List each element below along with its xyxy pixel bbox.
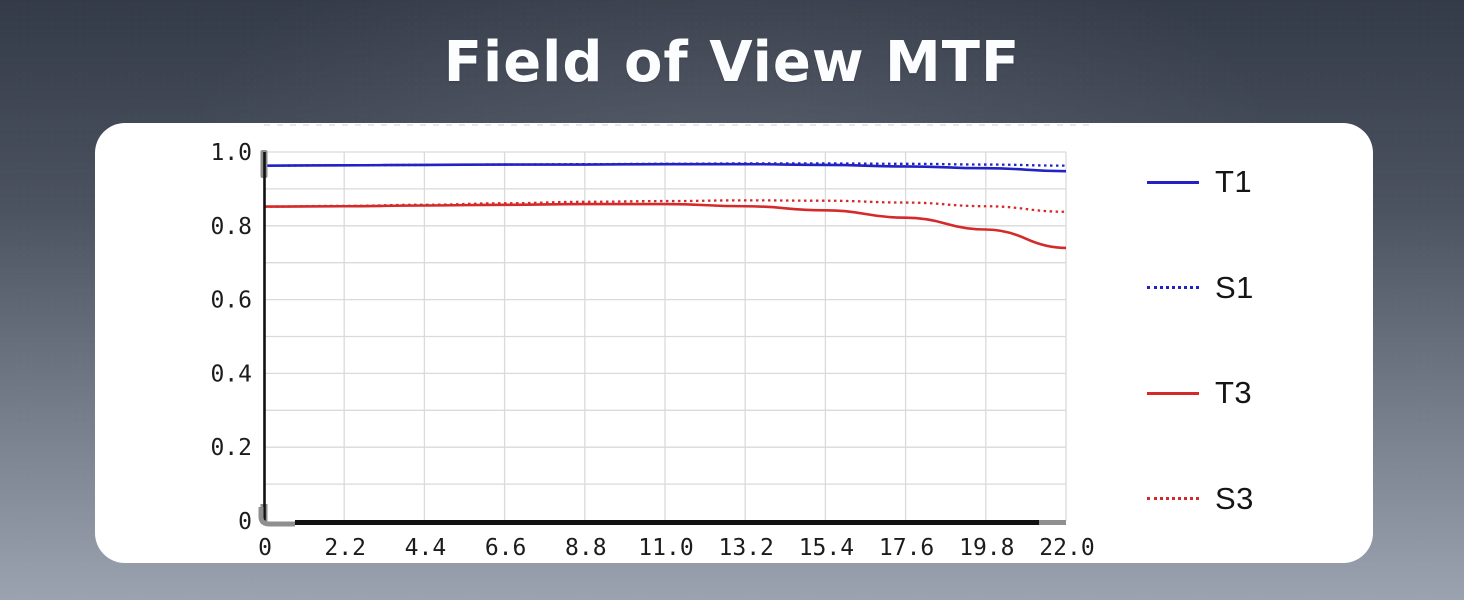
x-tick-label: 19.8 <box>959 535 1014 561</box>
x-tick-label: 2.2 <box>324 535 366 561</box>
legend-item-S1: S1 <box>1147 258 1297 318</box>
mtf-plot: 1.0 0.8 0.6 0.4 0.2 00 2.2 4.4 6.6 8.8 11.0 13.2 15.… <box>210 124 1095 561</box>
legend-label-S1: S1 <box>1215 269 1254 305</box>
legend-line-sample-S3 <box>1147 497 1199 501</box>
curve-T1 <box>263 162 1067 173</box>
legend-item-S3: S3 <box>1147 469 1297 529</box>
x-tick-label: 4.4 <box>405 535 447 561</box>
y-tick-label: 0.2 <box>210 435 252 461</box>
y-tick-label: 0 <box>238 509 252 535</box>
x-tick-label: 22.0 <box>1039 535 1094 561</box>
axis-corner-gray <box>258 507 295 527</box>
chart-card: 1.0 0.8 0.6 0.4 0.2 0 0 2.2 4.4 6.6 8.8 11.0 13.2 15.… <box>95 123 1373 563</box>
legend: T1 S1 T3 S3 <box>1147 152 1297 529</box>
y-tick-label: 0.8 <box>210 214 252 240</box>
legend-item-T1: T1 <box>1147 152 1297 212</box>
curve-S3 <box>263 199 1067 213</box>
curve-T3 <box>263 202 1067 250</box>
y-tick-label: 0.4 <box>210 361 252 387</box>
legend-line-sample-S1 <box>1147 286 1199 290</box>
x-tick-label: 15.4 <box>799 535 854 561</box>
legend-line-sample-T3 <box>1147 391 1199 395</box>
x-tick-label: 13.2 <box>719 535 774 561</box>
x-tick-label: 6.6 <box>485 535 527 561</box>
x-tick-label: 11.0 <box>638 535 693 561</box>
x-tick-label: 8.8 <box>565 535 607 561</box>
legend-label-T1: T1 <box>1215 164 1253 199</box>
page-title: Field of View MTF <box>443 30 1021 95</box>
legend-label-T3: T3 <box>1215 375 1253 411</box>
x-tick-label: 17.6 <box>879 535 934 561</box>
x-tick-label: 0 <box>258 535 272 561</box>
y-tick-label: 0.6 <box>210 288 252 314</box>
y-tick-label: 1.0 <box>210 140 252 166</box>
legend-item-T3: T3 <box>1147 363 1297 423</box>
legend-line-sample-T1 <box>1147 180 1199 184</box>
legend-label-S3: S3 <box>1215 480 1254 516</box>
